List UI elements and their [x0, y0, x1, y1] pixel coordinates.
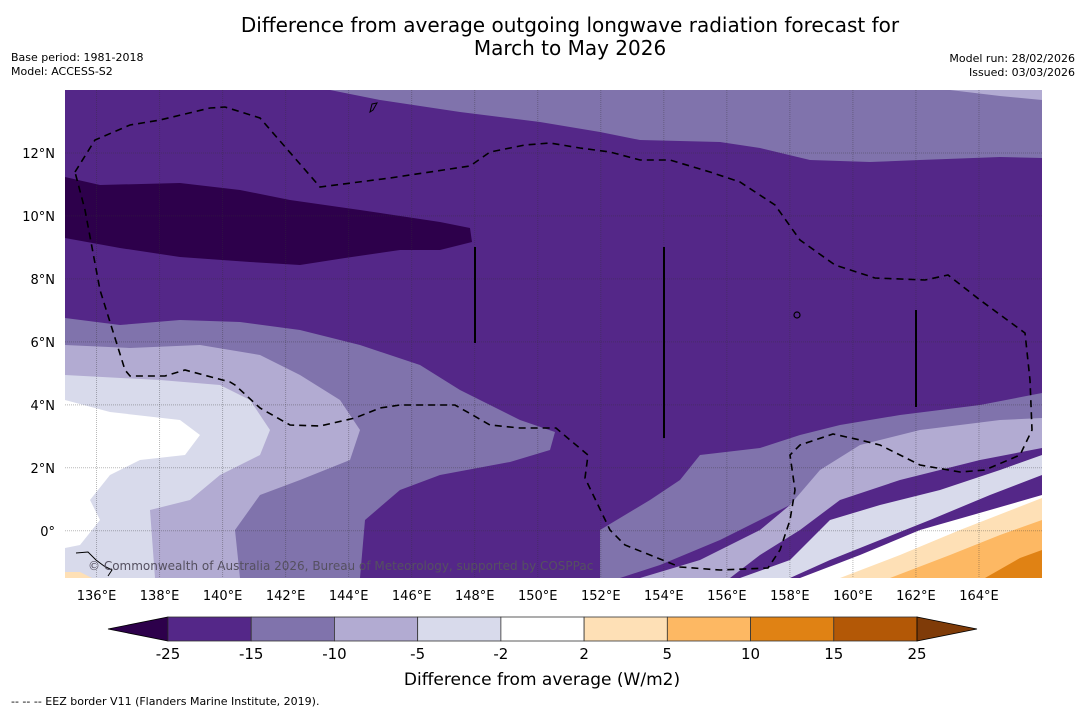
- issued-date: Issued: 03/03/2026: [968, 66, 1075, 79]
- copyright-notice: © Commonwealth of Australia 2026, Bureau…: [88, 559, 593, 573]
- anomaly-region-north-light: [950, 90, 1042, 100]
- lat-tick-label: 10°N: [22, 210, 55, 225]
- lon-tick-label: 136°E: [77, 589, 117, 604]
- model-info: Base period: 1981-2018 Model: ACCESS-S2: [11, 51, 143, 79]
- anomaly-region-neutral-west: [65, 400, 200, 548]
- lon-tick-label: 162°E: [896, 589, 936, 604]
- lon-tick-label: 154°E: [644, 589, 684, 604]
- lon-tick-label: 142°E: [266, 589, 306, 604]
- colorbar-bin: [666, 616, 751, 642]
- lat-tick-label: 12°N: [22, 147, 55, 162]
- lon-tick-label: 148°E: [455, 589, 495, 604]
- lat-tick-label: 0°: [40, 525, 55, 540]
- lon-tick-label: 144°E: [329, 589, 369, 604]
- lat-tick-label: 6°N: [31, 336, 56, 351]
- lat-tick-label: 4°N: [31, 399, 56, 414]
- colorbar-tick-label: 10: [741, 645, 760, 663]
- colorbar-tick-label: 25: [907, 645, 926, 663]
- colorbar-bin: [417, 616, 502, 642]
- lon-tick-label: 158°E: [770, 589, 810, 604]
- colorbar: -25 -15 -10 -5 -2 2 5 10 15 25: [107, 616, 978, 663]
- lon-tick-label: 164°E: [959, 589, 999, 604]
- lon-tick-label: 138°E: [140, 589, 180, 604]
- colorbar-tick-label: 2: [579, 645, 589, 663]
- latitude-labels: 12°N 10°N 8°N 6°N 4°N 2°N 0°: [22, 147, 55, 540]
- chart-title: Difference from average outgoing longwav…: [0, 14, 1085, 60]
- lon-tick-label: 150°E: [518, 589, 558, 604]
- lon-tick-label: 146°E: [392, 589, 432, 604]
- colorbar-tick-label: -15: [239, 645, 264, 663]
- colorbar-over-arrow: [916, 616, 978, 642]
- colorbar-tick-label: -2: [493, 645, 508, 663]
- anomaly-region-neutral-east: [800, 495, 1042, 578]
- eez-border-palau-fsm: [74, 106, 1033, 571]
- colorbar-title: Difference from average (W/m2): [404, 670, 680, 690]
- lon-tick-label: 160°E: [833, 589, 873, 604]
- lon-tick-label: 156°E: [707, 589, 747, 604]
- anomaly-region-positive-sw: [65, 572, 92, 578]
- lon-tick-label: 140°E: [203, 589, 243, 604]
- colorbar-bin: [833, 616, 918, 642]
- anomaly-region-south-2: [65, 345, 1042, 578]
- colorbar-bin: [167, 616, 252, 642]
- run-info: Model run: 28/02/2026 Issued: 03/03/2026: [949, 52, 1075, 80]
- colorbar-bin: [583, 616, 668, 642]
- colorbar-tick-label: -25: [156, 645, 181, 663]
- colorbar-under-arrow: [107, 616, 169, 642]
- island-guam: [369, 102, 378, 114]
- map-area: © Commonwealth of Australia 2026, Bureau…: [65, 90, 1042, 578]
- colorbar-bin: [250, 616, 335, 642]
- gridlines: [65, 90, 1042, 578]
- eez-footnote: -- -- -- EEZ border V11 (Flanders Marine…: [11, 695, 320, 708]
- colorbar-bin: [750, 616, 835, 642]
- model-name: Model: ACCESS-S2: [11, 65, 113, 78]
- anomaly-region-positive-2: [890, 520, 1042, 578]
- title-line-2: March to May 2026: [473, 36, 667, 60]
- anomaly-region-north: [330, 90, 1042, 162]
- lon-tick-label: 152°E: [581, 589, 621, 604]
- island-kosrae: [793, 311, 801, 319]
- title-line-1: Difference from average outgoing longwav…: [240, 13, 900, 37]
- colorbar-tick-label: -5: [410, 645, 425, 663]
- lat-tick-label: 2°N: [31, 462, 56, 477]
- anomaly-region-positive-3: [985, 550, 1042, 578]
- colorbar-bin: [334, 616, 419, 642]
- island-new-guinea-coast: [75, 551, 113, 577]
- base-period: Base period: 1981-2018: [11, 51, 144, 64]
- lat-tick-label: 8°N: [31, 273, 56, 288]
- longitude-labels: 136°E 138°E 140°E 142°E 144°E 146°E 148°E 150°E…: [77, 589, 999, 604]
- anomaly-region-core: [65, 177, 472, 265]
- anomaly-region-south-3: [65, 375, 1042, 578]
- colorbar-tick-label: 15: [824, 645, 843, 663]
- colorbar-bin: [500, 616, 585, 642]
- model-run: Model run: 28/02/2026: [949, 52, 1075, 65]
- colorbar-tick-label: -10: [322, 645, 347, 663]
- colorbar-tick-label: 5: [663, 645, 673, 663]
